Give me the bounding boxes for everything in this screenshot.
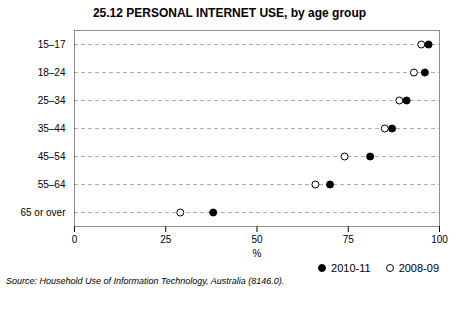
- svg-text:25: 25: [160, 234, 172, 245]
- html-text:2008-09: 2008-09: [398, 262, 439, 274]
- html-text:2010-11: 2010-11: [331, 262, 371, 274]
- svg-text:45–54: 45–54: [38, 151, 66, 162]
- html-text:Source: Household Use of Infor: Source: Household Use of Information Tec…: [6, 276, 285, 286]
- svg-text:25–34: 25–34: [38, 95, 66, 106]
- svg-text:65 or over: 65 or over: [20, 207, 66, 218]
- svg-text:55–64: 55–64: [38, 179, 66, 190]
- svg-text:100: 100: [431, 234, 448, 245]
- svg-text:0: 0: [72, 234, 78, 245]
- svg-text:%: %: [253, 248, 262, 259]
- svg-text:18–24: 18–24: [38, 67, 66, 78]
- svg-text:50: 50: [251, 234, 263, 245]
- svg-text:35–44: 35–44: [38, 123, 66, 134]
- svg-text:75: 75: [343, 234, 355, 245]
- svg-text:15–17: 15–17: [38, 39, 66, 50]
- html-text:25.12 PERSONAL INTERNET USE, b: 25.12 PERSONAL INTERNET USE, by age grou…: [92, 6, 367, 20]
